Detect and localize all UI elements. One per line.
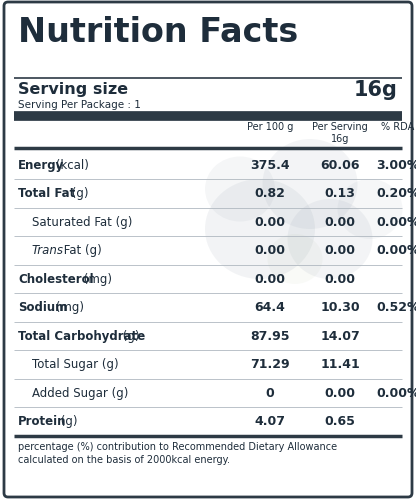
FancyBboxPatch shape <box>4 2 412 497</box>
Text: 0.82: 0.82 <box>255 187 285 200</box>
Text: Protein: Protein <box>18 415 67 428</box>
Ellipse shape <box>337 179 403 239</box>
Text: 0.00%: 0.00% <box>376 387 416 400</box>
Text: 0.00: 0.00 <box>255 216 285 229</box>
Text: Fat (g): Fat (g) <box>60 244 102 257</box>
Text: Added Sugar (g): Added Sugar (g) <box>32 387 129 400</box>
Text: Saturated Fat (g): Saturated Fat (g) <box>32 216 132 229</box>
Text: (mg): (mg) <box>52 301 84 314</box>
Text: Per Serving
16g: Per Serving 16g <box>312 122 368 144</box>
Text: (kcal): (kcal) <box>52 159 89 172</box>
Text: 10.30: 10.30 <box>320 301 360 314</box>
Text: 0.52%: 0.52% <box>376 301 416 314</box>
Text: 0.00: 0.00 <box>255 244 285 257</box>
Text: Nutrition Facts: Nutrition Facts <box>18 16 298 49</box>
Text: Serving size: Serving size <box>18 82 128 97</box>
Text: 0.00: 0.00 <box>324 216 356 229</box>
Text: 0.00: 0.00 <box>324 387 356 400</box>
Text: 0.00: 0.00 <box>324 244 356 257</box>
Text: percentage (%) contribution to Recommended Dietary Allowance
calculated on the b: percentage (%) contribution to Recommend… <box>18 442 337 465</box>
Text: 11.41: 11.41 <box>320 358 360 371</box>
Text: Cholesterol: Cholesterol <box>18 273 94 286</box>
Text: (g): (g) <box>57 415 78 428</box>
Text: 14.07: 14.07 <box>320 330 360 343</box>
Text: Total Carbohydrate: Total Carbohydrate <box>18 330 145 343</box>
Ellipse shape <box>205 179 315 279</box>
Text: 0.00: 0.00 <box>324 273 356 286</box>
Text: 64.4: 64.4 <box>255 301 285 314</box>
Text: (g): (g) <box>68 187 89 200</box>
Text: 0: 0 <box>266 387 275 400</box>
Text: % RDA: % RDA <box>381 122 415 132</box>
Ellipse shape <box>267 234 322 284</box>
Text: Serving Per Package : 1: Serving Per Package : 1 <box>18 100 141 110</box>
Text: (g): (g) <box>119 330 139 343</box>
Text: Per 100 g: Per 100 g <box>247 122 293 132</box>
Ellipse shape <box>287 199 372 279</box>
Text: Total Sugar (g): Total Sugar (g) <box>32 358 119 371</box>
Text: Trans: Trans <box>32 244 64 257</box>
Text: 60.06: 60.06 <box>320 159 360 172</box>
Text: (mg): (mg) <box>79 273 111 286</box>
Text: Sodium: Sodium <box>18 301 67 314</box>
Text: Energy: Energy <box>18 159 64 172</box>
Text: 3.00%: 3.00% <box>376 159 416 172</box>
Ellipse shape <box>262 139 357 229</box>
Ellipse shape <box>205 157 275 222</box>
Text: 0.20%: 0.20% <box>376 187 416 200</box>
Text: 4.07: 4.07 <box>255 415 285 428</box>
Text: 0.00%: 0.00% <box>376 216 416 229</box>
Text: 0.00%: 0.00% <box>376 244 416 257</box>
Text: 0.00: 0.00 <box>255 273 285 286</box>
Text: 71.29: 71.29 <box>250 358 290 371</box>
Text: 0.65: 0.65 <box>324 415 355 428</box>
Text: 375.4: 375.4 <box>250 159 290 172</box>
Text: 0.13: 0.13 <box>324 187 355 200</box>
Text: 87.95: 87.95 <box>250 330 290 343</box>
Text: 16g: 16g <box>354 80 398 100</box>
Text: Total Fat: Total Fat <box>18 187 75 200</box>
